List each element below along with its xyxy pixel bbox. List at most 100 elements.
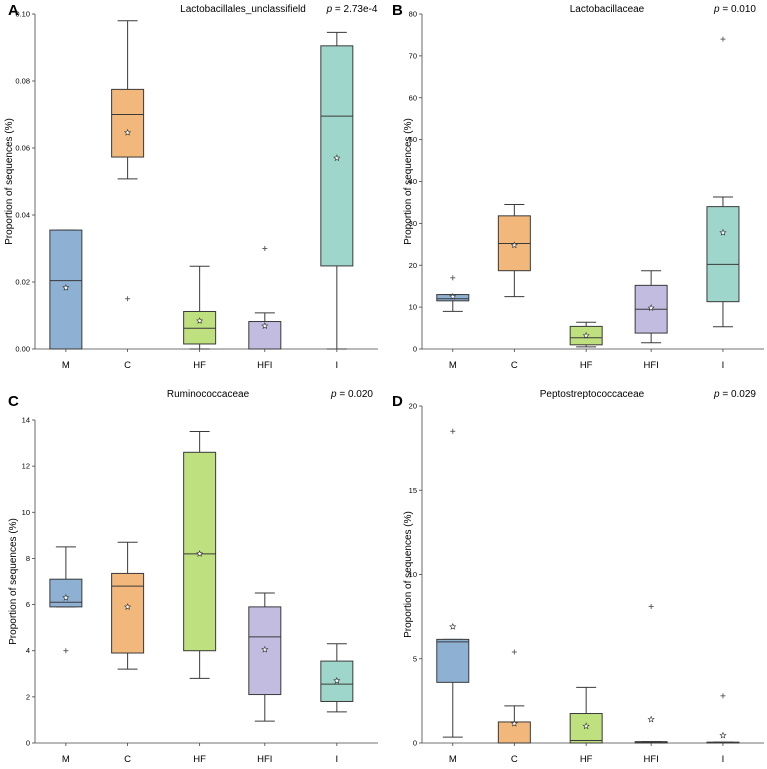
y-tick-label: 4 <box>26 646 30 655</box>
x-tick-label-m: M <box>62 360 70 371</box>
iqr-box <box>183 310 217 345</box>
x-tick-label-c: C <box>124 754 131 765</box>
box-hfi <box>634 270 668 344</box>
x-tick-label-i: I <box>722 360 725 371</box>
y-tick-label: 50 <box>409 135 417 144</box>
mean-marker <box>333 154 341 162</box>
box-c <box>497 204 531 298</box>
p-value-label: p = 2.73e-4 <box>326 4 378 15</box>
panel-a: A Lactobacillales_unclassifield p = 2.73e-… <box>4 2 378 371</box>
iqr-box <box>436 638 470 683</box>
chart-title: Lactobacillales_unclassifield <box>180 4 306 15</box>
box-hfi <box>634 604 668 744</box>
box-hfi <box>248 592 282 722</box>
p-value: = 0.020 <box>337 389 374 400</box>
box-hfi <box>248 246 282 350</box>
x-tick-label-hfi: HFI <box>257 360 272 371</box>
mean-marker <box>510 719 518 727</box>
mean-marker <box>196 550 204 557</box>
y-tick-label: 2 <box>26 692 30 701</box>
y-tick-label: 0.08 <box>15 77 30 86</box>
x-tick-label-c: C <box>124 360 131 371</box>
y-axis-label: Proportion of sequences (%) <box>4 118 15 245</box>
y-axis-label: Proportion of sequences (%) <box>8 518 19 645</box>
y-tick-label: 15 <box>409 486 417 495</box>
box-i <box>320 31 354 350</box>
mean-marker <box>261 645 269 653</box>
chart-title: Lactobacillaceae <box>570 4 645 15</box>
x-tick-label-hfi: HFI <box>257 754 272 765</box>
panel-b: B Lactobacillaceae p = 0.010 Proportion of … <box>392 2 764 371</box>
mean-marker <box>510 241 518 249</box>
box-hf <box>183 265 217 350</box>
outlier-marker <box>450 428 456 434</box>
outlier-marker <box>63 648 69 654</box>
x-tick-label-hf: HF <box>580 360 593 371</box>
y-tick-label: 10 <box>409 570 417 579</box>
p-symbol: p <box>713 389 720 400</box>
mean-marker <box>62 283 70 291</box>
x-tick-label-hf: HF <box>580 754 593 765</box>
y-tick-label: 12 <box>22 462 30 471</box>
p-value-label: p = 0.010 <box>713 4 756 15</box>
mean-marker <box>124 603 132 610</box>
p-symbol: p <box>330 389 337 400</box>
box-m <box>49 229 83 350</box>
mean-marker <box>647 715 655 723</box>
p-value: = 0.029 <box>720 389 757 400</box>
y-tick-label: 0.10 <box>15 10 30 19</box>
outlier-marker <box>450 275 456 281</box>
y-tick-label: 20 <box>409 402 417 411</box>
box-i <box>320 643 354 713</box>
iqr-box <box>111 88 145 158</box>
panel-letter: A <box>8 2 19 19</box>
p-value: = 2.73e-4 <box>332 4 378 15</box>
outlier-marker <box>720 693 726 699</box>
box-m <box>49 546 83 654</box>
outlier-marker <box>648 604 654 610</box>
outlier-marker <box>262 246 268 251</box>
y-tick-label: 10 <box>22 508 30 517</box>
x-tick-label-hfi: HFI <box>643 360 658 371</box>
y-tick-label: 8 <box>26 554 30 563</box>
x-tick-label-hf: HF <box>193 754 206 765</box>
mean-marker <box>647 304 655 312</box>
x-tick-label-c: C <box>511 754 518 765</box>
y-axis-label: Proportion of sequences (%) <box>403 511 414 638</box>
y-tick-label: 14 <box>22 416 30 425</box>
mean-marker <box>62 593 70 601</box>
box-hf <box>569 321 603 348</box>
mean-marker <box>582 331 590 339</box>
y-tick-label: 0.02 <box>15 278 30 287</box>
box-i <box>706 36 740 328</box>
p-value-label: p = 0.020 <box>330 389 373 400</box>
mean-marker <box>449 622 457 630</box>
y-tick-label: 20 <box>409 261 417 270</box>
p-symbol: p <box>713 4 720 15</box>
mean-marker <box>124 128 132 136</box>
y-tick-label: 40 <box>409 177 417 186</box>
y-tick-label: 6 <box>26 600 30 609</box>
y-tick-label: 70 <box>409 51 417 60</box>
chart-title: Peptostreptococcaceae <box>540 389 645 400</box>
box-c <box>497 649 531 744</box>
box-hf <box>183 431 217 679</box>
panel-letter: B <box>392 2 403 19</box>
iqr-box <box>569 713 603 744</box>
panel-letter: C <box>8 393 19 410</box>
x-tick-label-hfi: HFI <box>643 754 658 765</box>
panel-letter: D <box>392 393 403 410</box>
x-tick-label-i: I <box>336 360 339 371</box>
mean-marker <box>449 292 457 300</box>
y-tick-label: 0 <box>413 345 417 354</box>
y-tick-label: 5 <box>413 654 417 663</box>
mean-marker <box>719 228 727 236</box>
p-symbol: p <box>326 4 333 15</box>
iqr-box <box>49 229 83 350</box>
mean-marker <box>196 317 204 324</box>
x-tick-label-m: M <box>449 360 457 371</box>
x-tick-label-i: I <box>336 754 339 765</box>
y-tick-label: 0.04 <box>15 211 30 220</box>
box-m <box>436 275 470 312</box>
